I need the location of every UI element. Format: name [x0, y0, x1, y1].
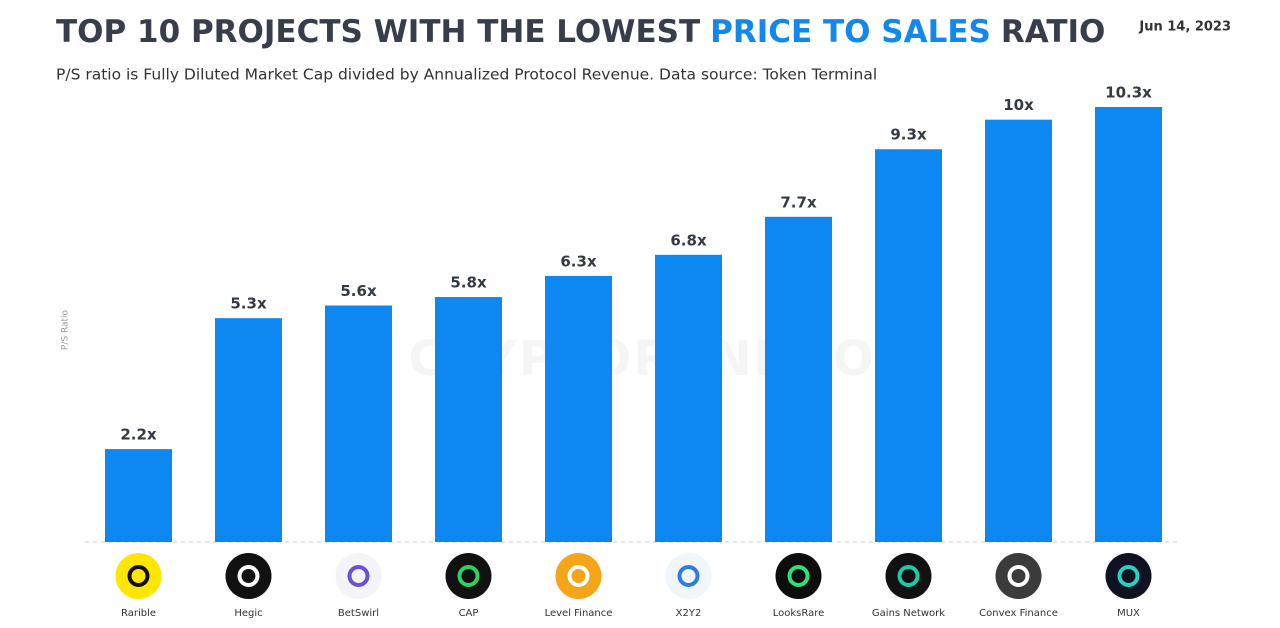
project-logo [555, 553, 602, 599]
chart-subtitle: P/S ratio is Fully Diluted Market Cap di… [56, 66, 877, 84]
logo-mark [787, 565, 810, 587]
bar [1095, 107, 1162, 542]
project-logo [995, 553, 1042, 599]
project-logo [115, 553, 162, 599]
x-tick-label: BetSwirl [338, 608, 379, 619]
project-logo [335, 553, 382, 599]
title-part: TOP 10 PROJECTS WITH THE LOWEST [56, 14, 700, 50]
x-tick-label: MUX [1117, 608, 1140, 619]
date: Jun 14, 2023 [1138, 20, 1231, 35]
value-label: 6.8x [670, 231, 707, 249]
project-logo [1105, 553, 1152, 599]
logo-mark [1117, 565, 1140, 587]
project-logo [885, 553, 932, 599]
value-label: 10.3x [1105, 84, 1152, 102]
value-label: 5.8x [450, 274, 487, 292]
bar [765, 216, 832, 542]
x-tick-label: Convex Finance [979, 608, 1058, 619]
x-tick-label: Hegic [234, 608, 262, 619]
value-label: 10x [1003, 96, 1034, 114]
x-tick-label: X2Y2 [676, 608, 702, 619]
x-tick-label: CAP [459, 608, 479, 619]
x-tick-label: Rarible [121, 608, 156, 619]
bar [325, 305, 392, 542]
value-label: 5.6x [340, 282, 377, 300]
logo-mark [897, 565, 920, 587]
bar [215, 318, 282, 542]
x-tick-label: LooksRare [773, 608, 825, 619]
logo-mark [237, 565, 260, 587]
project-logo [225, 553, 272, 599]
logo-mark [457, 565, 480, 587]
bar [655, 254, 722, 542]
bar [545, 275, 612, 542]
logo-mark [677, 565, 700, 587]
value-label: 6.3x [560, 252, 597, 270]
bar [985, 119, 1052, 542]
value-label: 2.2x [120, 426, 157, 444]
logo-mark [127, 565, 150, 587]
project-logo [445, 553, 492, 599]
title-part: RATIO [1001, 14, 1106, 50]
x-tick-label: Level Finance [545, 608, 613, 619]
logo-mark [1007, 565, 1030, 587]
project-logo [775, 553, 822, 599]
logo-mark [347, 565, 370, 587]
logo-mark [567, 565, 590, 587]
value-label: 7.7x [780, 193, 817, 211]
y-axis-label: P/S Ratio [61, 309, 71, 350]
x-tick-label: Gains Network [872, 608, 945, 619]
chart-title: TOP 10 PROJECTS WITH THE LOWEST PRICE TO … [56, 14, 1105, 50]
title-highlight: PRICE TO SALES [710, 14, 991, 50]
project-logo [665, 553, 712, 599]
bar [435, 297, 502, 542]
value-label: 5.3x [230, 295, 267, 313]
bar [875, 149, 942, 542]
value-label: 9.3x [890, 126, 927, 144]
bar [105, 449, 172, 542]
